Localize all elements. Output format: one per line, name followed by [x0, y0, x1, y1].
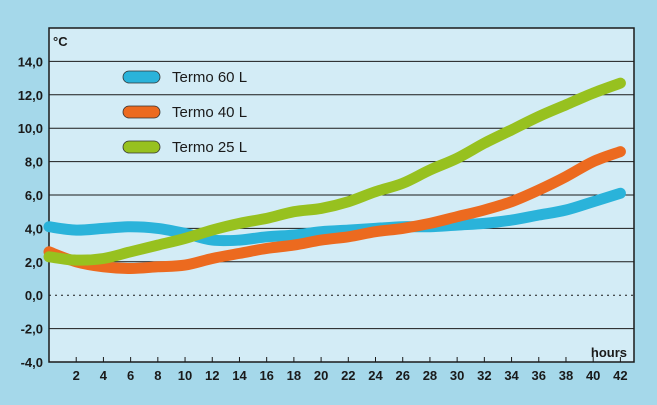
y-tick-label: 0,0: [25, 288, 43, 303]
x-tick-label: 36: [532, 368, 546, 383]
x-tick-label: 6: [127, 368, 134, 383]
y-tick-label: 14,0: [18, 54, 43, 69]
x-tick-label: 26: [395, 368, 409, 383]
legend-swatch: [122, 105, 161, 119]
x-tick-label: 42: [613, 368, 627, 383]
legend-swatch: [122, 140, 161, 154]
legend-label: Termo 25 L: [172, 139, 247, 156]
x-tick-label: 12: [205, 368, 219, 383]
legend: Termo 60 L Termo 40 L Termo 25 L: [122, 69, 247, 156]
legend-swatch: [122, 70, 161, 84]
x-axis-label: hours: [591, 345, 627, 360]
x-tick-label: 14: [232, 368, 247, 383]
x-tick-label: 28: [423, 368, 437, 383]
series-line-2: [43, 146, 626, 274]
x-tick-label: 32: [477, 368, 491, 383]
x-tick-label: 8: [154, 368, 161, 383]
x-tick-label: 34: [504, 368, 519, 383]
y-tick-label: 2,0: [25, 255, 43, 270]
x-tick-label: 18: [287, 368, 301, 383]
x-tick-label: 4: [100, 368, 108, 383]
legend-label: Termo 60 L: [172, 69, 247, 86]
grid-lines: [49, 60, 634, 330]
y-tick-label: 8,0: [25, 155, 43, 170]
x-tick-label: 2: [73, 368, 80, 383]
series-line-1: [43, 187, 626, 247]
series-lines: [43, 77, 626, 274]
x-tick-label: 16: [259, 368, 273, 383]
y-tick-label: 4,0: [25, 221, 43, 236]
y-tick-label: 10,0: [18, 121, 43, 136]
x-tick-label: 40: [586, 368, 600, 383]
y-axis-ticks: -4,0 -2,0 0,0 2,0 4,0 6,0 8,0 10,0 12,0 14,0: [18, 54, 43, 370]
x-tick-label: 30: [450, 368, 464, 383]
x-tick-label: 10: [178, 368, 192, 383]
x-axis-ticks: 2 4 6 8 10 12 14 16 18 20 22 24 26 28 30 32 34 36 38 40 42: [73, 357, 628, 383]
legend-label: Termo 40 L: [172, 104, 247, 121]
y-tick-label: 6,0: [25, 188, 43, 203]
x-tick-label: 20: [314, 368, 328, 383]
y-tick-label: -2,0: [21, 322, 43, 337]
y-tick-label: -4,0: [21, 355, 43, 370]
series-line-3: [43, 77, 626, 266]
y-axis-unit: °C: [53, 34, 68, 49]
x-tick-label: 22: [341, 368, 355, 383]
x-tick-label: 38: [559, 368, 573, 383]
x-tick-label: 24: [368, 368, 383, 383]
y-tick-label: 12,0: [18, 88, 43, 103]
